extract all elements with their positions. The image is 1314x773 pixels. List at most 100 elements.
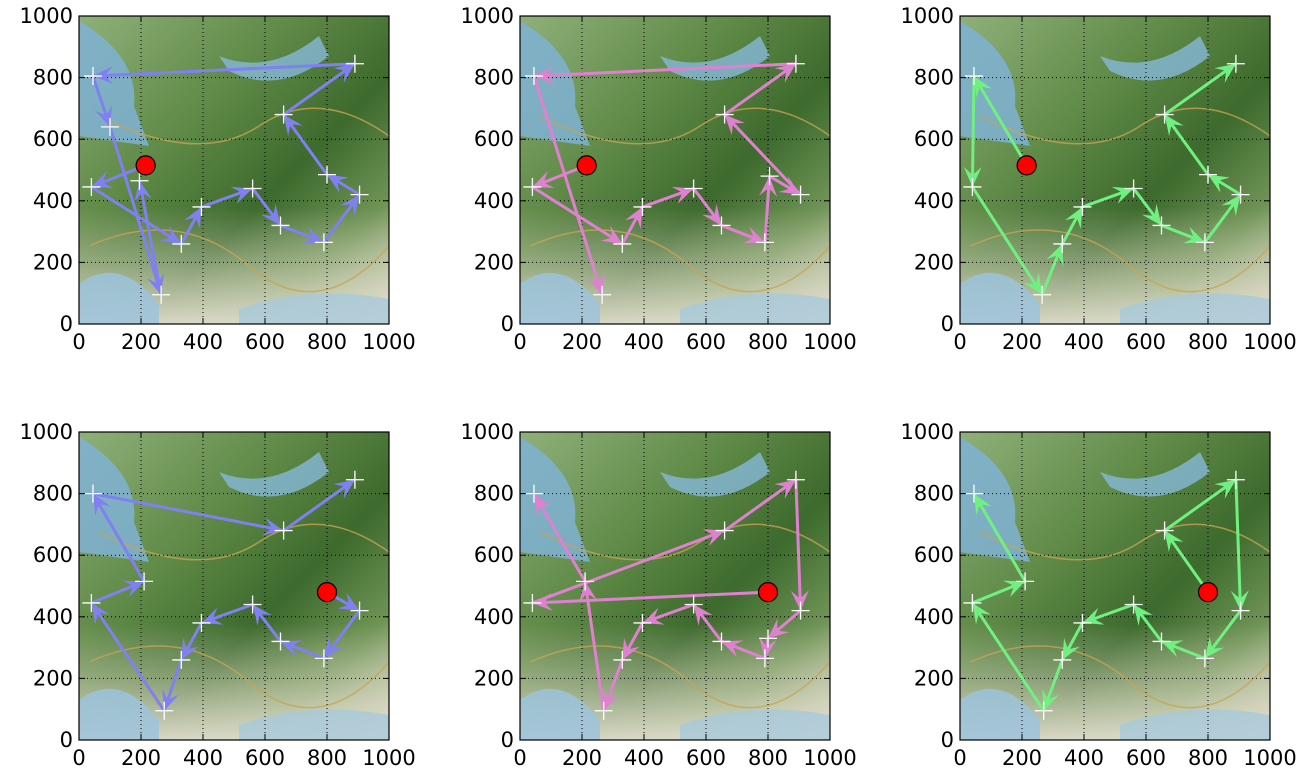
path-segment (282, 113, 329, 176)
y-tick-label: 400 (474, 605, 514, 629)
x-tick-label: 600 (686, 330, 726, 354)
arrow-head (587, 272, 605, 295)
arrow-head (91, 602, 111, 625)
arrow-head (92, 493, 111, 516)
x-tick-label: 1000 (803, 330, 856, 354)
subplot-2: 0 200 400 600 800 1000 0 200 400 600 800 1000 (461, 4, 857, 354)
y-tick-label: 800 (33, 482, 73, 506)
waypoint-marker (82, 177, 101, 196)
arrow-head (1221, 194, 1241, 217)
arrow-head (1164, 114, 1184, 137)
x-tick-label: 400 (624, 746, 664, 770)
x-tick-label: 1000 (362, 330, 415, 354)
y-tick-label: 1000 (901, 4, 954, 28)
arrow-head (702, 204, 722, 226)
arrow-head (1062, 637, 1080, 660)
y-tick-label: 0 (60, 728, 73, 752)
arrow-head (91, 171, 114, 188)
waypoint-marker (791, 601, 810, 620)
y-tick-label: 800 (914, 66, 954, 90)
arrow-head (702, 529, 725, 547)
y-tick-label: 1000 (461, 4, 514, 28)
path-segment (1163, 529, 1210, 594)
arrow-head (1204, 636, 1225, 659)
path-segment (1234, 479, 1243, 611)
arrow-head (95, 104, 113, 127)
path-segment (532, 492, 587, 583)
waypoint-marker (1226, 54, 1245, 73)
arrow-head (183, 206, 202, 229)
arrow-head (301, 226, 324, 244)
map-background (520, 432, 830, 740)
y-tick-label: 600 (33, 127, 73, 151)
waypoint-marker (712, 632, 731, 651)
x-tick-label: 800 (748, 330, 788, 354)
waypoint-marker (755, 233, 774, 252)
path-segment (137, 180, 163, 296)
path-segment (282, 478, 356, 532)
arrow-head (642, 607, 665, 625)
arrow-head (162, 688, 180, 711)
waypoint-marker (1195, 233, 1214, 252)
start-marker (1016, 155, 1037, 176)
arrow-head (759, 637, 777, 659)
waypoint-marker (684, 179, 703, 198)
x-tick-label: 400 (183, 746, 223, 770)
waypoint-marker (172, 234, 191, 253)
x-tick-label: 200 (1002, 330, 1042, 354)
arrow-head (323, 636, 344, 659)
waypoint-marker (1231, 185, 1250, 204)
arrow-head (1064, 206, 1083, 229)
waypoint-marker (684, 595, 703, 614)
arrow-head (1182, 226, 1205, 244)
arrow-head (1046, 243, 1064, 266)
waypoint-marker (1155, 521, 1174, 540)
x-tick-label: 400 (1064, 746, 1104, 770)
arrow-head (337, 592, 360, 611)
arrow-head (1164, 530, 1184, 553)
arrow-head (1023, 273, 1043, 295)
path-segment (970, 76, 976, 187)
y-tick-label: 1000 (461, 420, 514, 444)
start-marker (316, 582, 338, 603)
waypoint-marker (760, 167, 779, 186)
waypoint-marker (633, 197, 652, 216)
path-segment (532, 590, 769, 605)
arrow-head (624, 206, 643, 229)
axes-frame (519, 431, 831, 741)
y-tick-label: 400 (33, 189, 73, 213)
arrow-head (333, 479, 355, 499)
waypoint-marker (1231, 601, 1250, 620)
arrow-head (1161, 640, 1184, 658)
map-background (79, 16, 389, 324)
arrow-head (600, 225, 623, 244)
arrow-head (327, 174, 349, 193)
path-segment (972, 492, 1027, 583)
arrow-head (159, 225, 182, 244)
waypoint-marker (350, 601, 369, 620)
waypoint-marker (593, 285, 612, 304)
y-tick-label: 0 (501, 728, 514, 752)
start-marker (1197, 582, 1219, 603)
waypoint-marker (964, 67, 983, 86)
path-segment (92, 62, 355, 78)
y-tick-label: 400 (914, 605, 954, 629)
waypoint-marker (274, 521, 293, 540)
arrow-head (774, 479, 796, 499)
arrow-head (340, 194, 360, 217)
x-tick-label: 600 (245, 330, 285, 354)
x-tick-label: 600 (245, 746, 285, 770)
waypoint-marker (786, 54, 805, 73)
waypoint-marker (786, 470, 805, 489)
arrow-head (533, 66, 555, 85)
x-tick-label: 1000 (1243, 330, 1296, 354)
y-tick-label: 200 (914, 250, 954, 274)
y-tick-label: 400 (33, 605, 73, 629)
y-tick-label: 200 (474, 666, 514, 690)
path-segment (723, 113, 802, 196)
arrow-head (963, 166, 982, 187)
arrow-head (1214, 479, 1236, 499)
waypoint-marker (755, 649, 774, 668)
x-tick-label: 1000 (362, 746, 415, 770)
